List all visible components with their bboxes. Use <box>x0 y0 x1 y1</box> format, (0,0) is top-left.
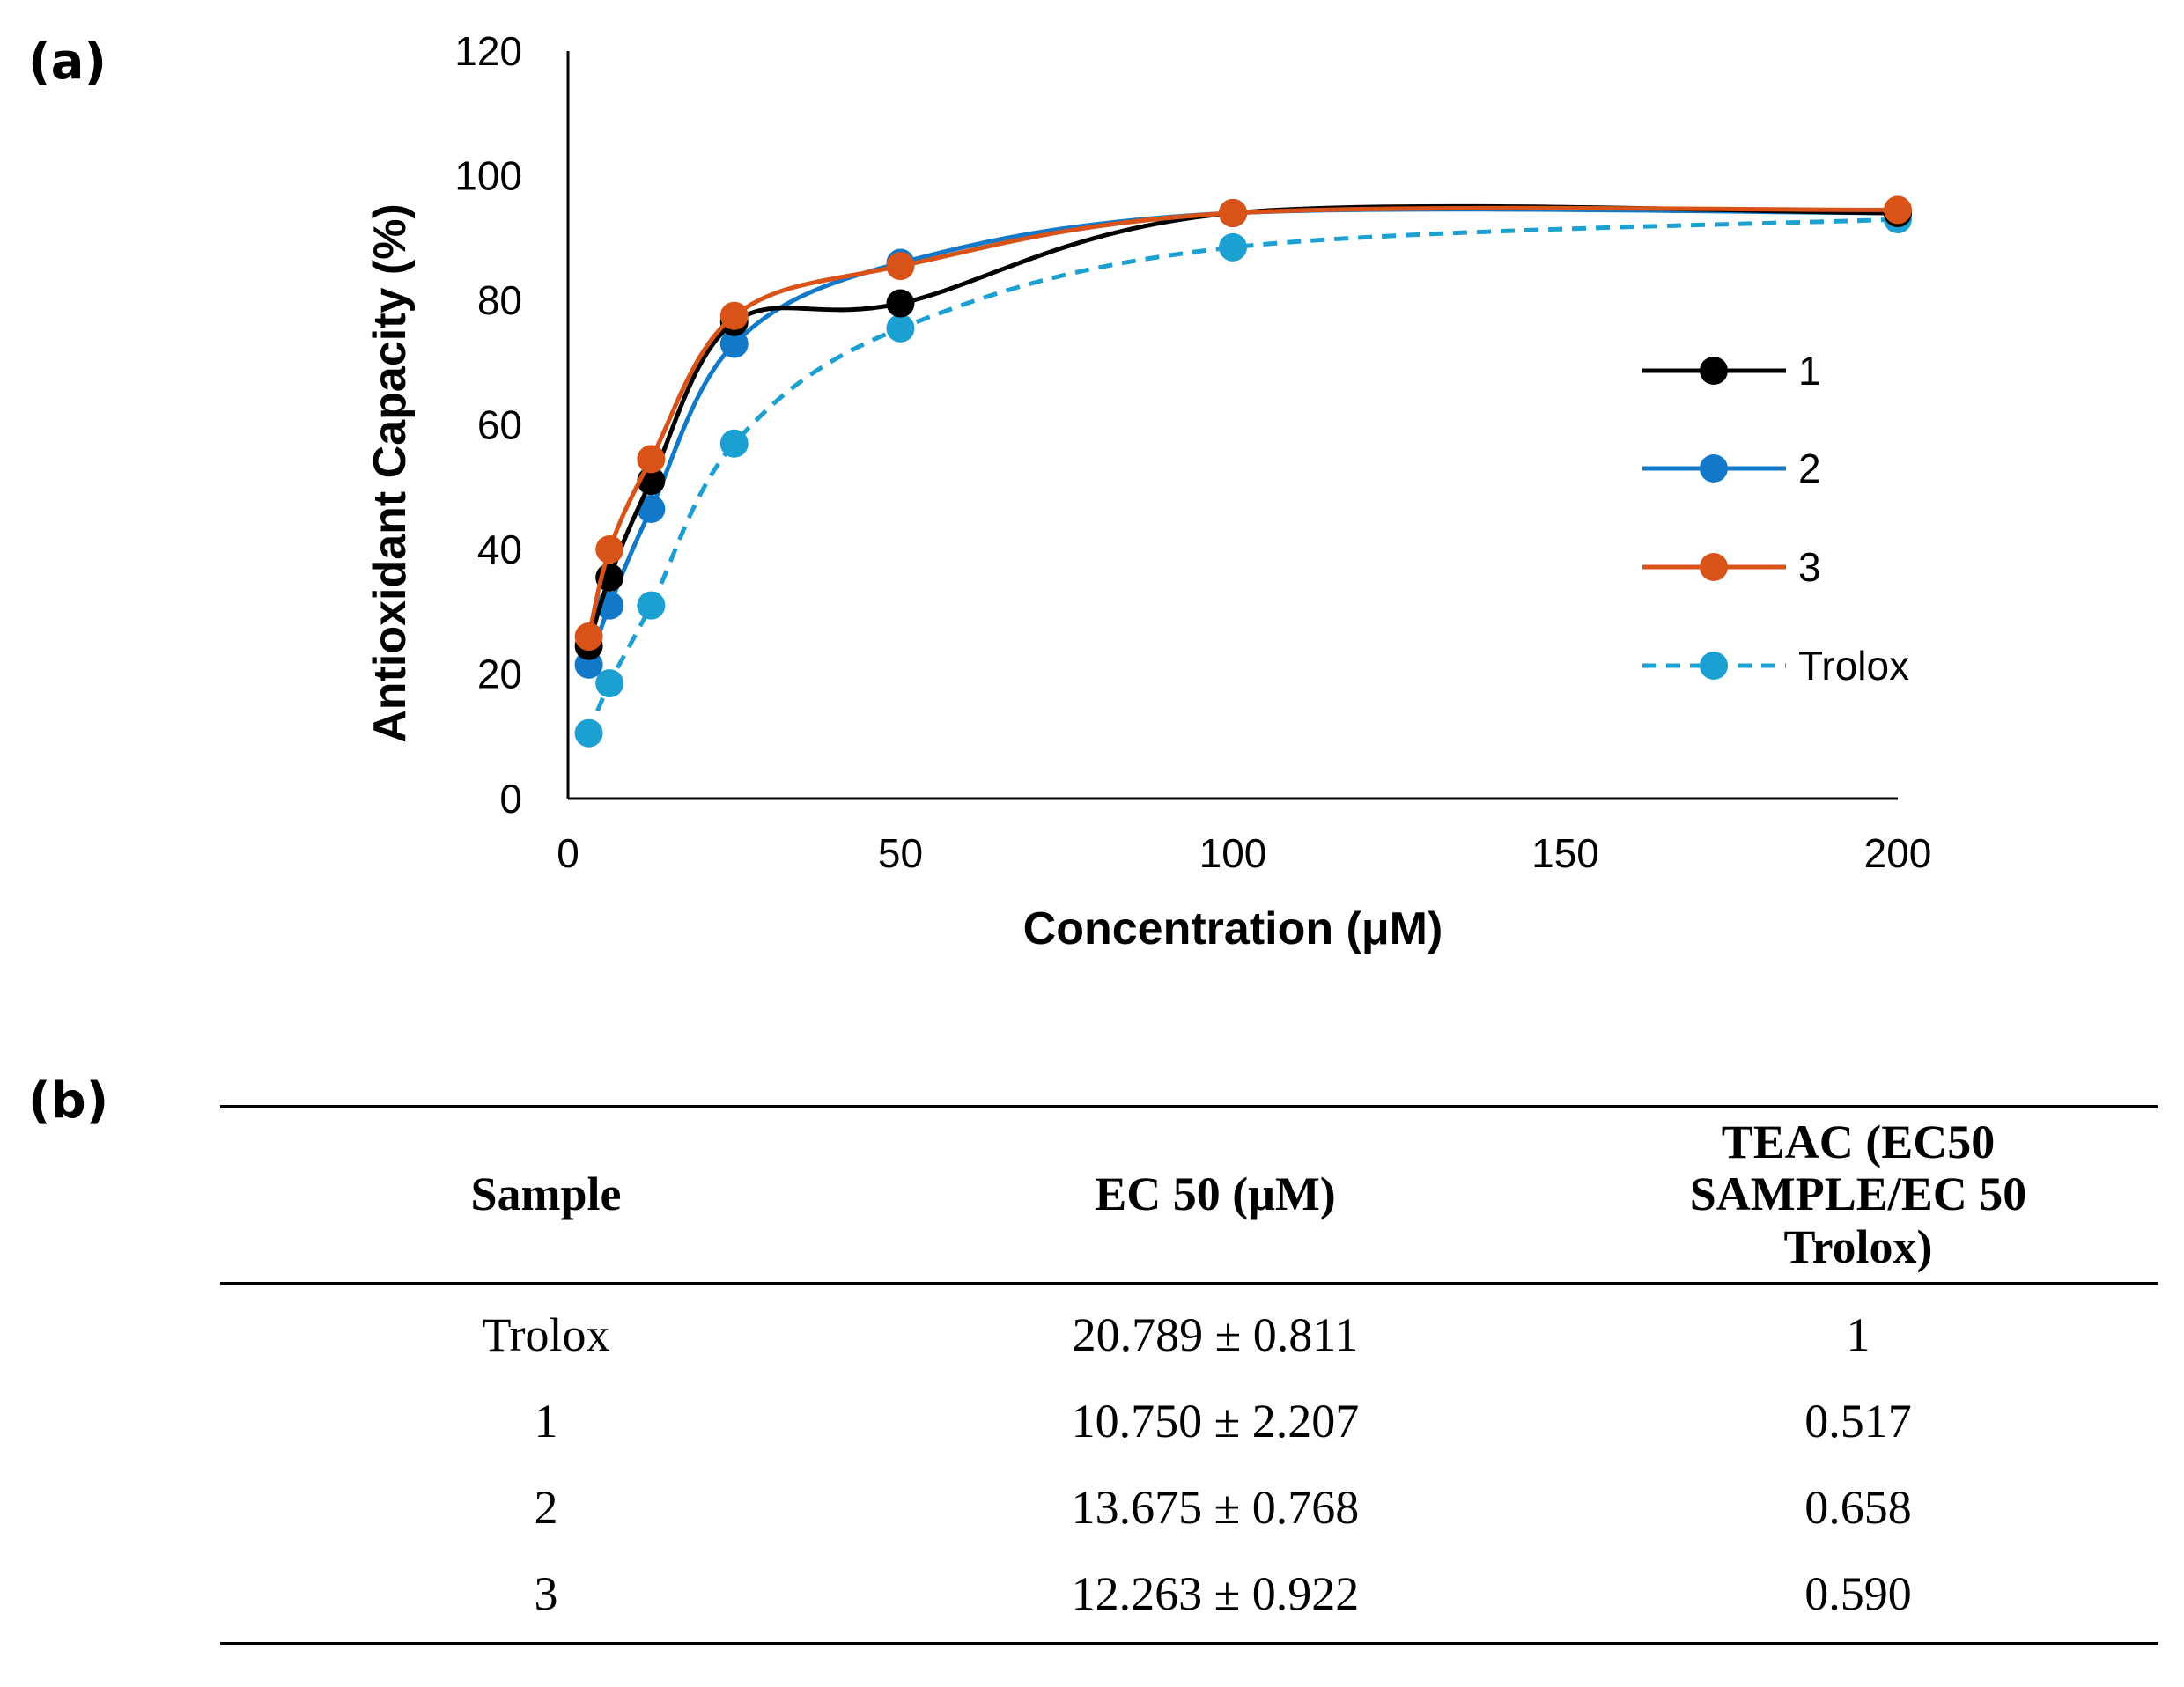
y-tick-label: 80 <box>477 277 522 323</box>
y-tick-label: 100 <box>454 153 522 199</box>
y-axis-title: Antioxidant Capacity (%) <box>365 203 416 743</box>
table-row: 1 10.750 ± 2.207 0.517 <box>220 1378 2158 1464</box>
cell-ec50: 13.675 ± 0.768 <box>1071 1481 1360 1535</box>
series-line <box>587 207 1899 666</box>
series-trolox <box>574 205 1912 748</box>
data-point <box>719 329 749 358</box>
legend-item: 3 <box>1642 544 1821 590</box>
cell-teac: 0.658 <box>1804 1481 1912 1535</box>
ec50-table-wrapper: Sample EC 50 (μM) TEAC (EC50 SAMPLE/EC 5… <box>220 1105 2158 1645</box>
data-point <box>719 301 749 330</box>
legend-marker <box>1700 652 1728 680</box>
series-3 <box>574 195 1912 652</box>
panel-label-b: (b) <box>28 1072 109 1130</box>
legend-item: 2 <box>1642 446 1821 491</box>
x-tick-label: 150 <box>1531 830 1599 876</box>
x-axis-ticks: 0 50 100 150 200 <box>557 830 1931 876</box>
table-row: 2 13.675 ± 0.768 0.658 <box>220 1464 2158 1551</box>
data-point <box>1219 232 1247 262</box>
chart-series <box>574 195 1912 748</box>
panel-label-a: (a) <box>28 33 107 91</box>
cell-teac: 0.517 <box>1804 1395 1912 1448</box>
chart-legend: 1 2 3 Trolox <box>1642 348 1909 689</box>
x-tick-label: 200 <box>1864 830 1932 876</box>
table-row: 3 12.263 ± 0.922 0.590 <box>220 1551 2158 1644</box>
data-point <box>886 313 915 343</box>
cell-sample: Trolox <box>482 1308 610 1362</box>
series-line <box>587 203 1899 647</box>
series-line <box>587 205 1899 637</box>
data-point <box>886 289 915 318</box>
data-point <box>637 495 666 524</box>
table-row: Trolox 20.789 ± 0.811 1 <box>220 1284 2158 1379</box>
cell-sample: 1 <box>534 1395 558 1448</box>
series-1 <box>574 198 1912 660</box>
cell-sample: 3 <box>534 1567 558 1621</box>
data-point <box>886 252 915 281</box>
data-point <box>595 669 624 698</box>
header-teac: TEAC (EC50 SAMPLE/EC 50 Trolox) <box>1689 1116 2027 1273</box>
antioxidant-line-chart: 0 20 40 60 80 100 120 0 50 100 150 200 1 2 3 Trolox C… <box>365 28 1931 954</box>
header-sample: Sample <box>470 1168 622 1221</box>
x-tick-label: 50 <box>878 830 923 876</box>
x-axis-title: Concentration (μM) <box>1023 903 1443 954</box>
data-point <box>637 445 666 474</box>
y-tick-label: 40 <box>477 527 522 572</box>
y-tick-label: 120 <box>454 28 522 74</box>
cell-teac: 0.590 <box>1804 1567 1912 1621</box>
legend-label: 1 <box>1798 348 1821 394</box>
y-tick-label: 0 <box>499 776 522 821</box>
legend-label: 3 <box>1798 544 1821 590</box>
y-tick-label: 60 <box>477 402 522 448</box>
y-tick-label: 20 <box>477 652 522 697</box>
data-point <box>637 591 666 620</box>
legend-marker <box>1700 553 1728 581</box>
legend-label: Trolox <box>1798 643 1909 689</box>
data-point <box>574 718 603 748</box>
legend-marker <box>1700 357 1728 385</box>
cell-teac: 1 <box>1846 1308 1870 1362</box>
y-axis-ticks: 0 20 40 60 80 100 120 <box>454 28 522 821</box>
data-point <box>1884 195 1912 225</box>
cell-ec50: 10.750 ± 2.207 <box>1071 1395 1360 1448</box>
cell-ec50: 12.263 ± 0.922 <box>1071 1567 1360 1621</box>
table-header-row: Sample EC 50 (μM) TEAC (EC50 SAMPLE/EC 5… <box>220 1106 2158 1284</box>
data-point <box>574 622 603 652</box>
data-point <box>1219 198 1247 227</box>
header-ec50: EC 50 (μM) <box>1095 1168 1336 1221</box>
cell-sample: 2 <box>534 1481 558 1535</box>
x-tick-label: 100 <box>1199 830 1267 876</box>
legend-item: Trolox <box>1642 643 1909 689</box>
data-point <box>719 429 749 458</box>
legend-marker <box>1700 454 1728 483</box>
legend-item: 1 <box>1642 348 1821 394</box>
data-point <box>595 535 624 564</box>
cell-ec50: 20.789 ± 0.811 <box>1072 1308 1359 1362</box>
ec50-table: Sample EC 50 (μM) TEAC (EC50 SAMPLE/EC 5… <box>220 1105 2158 1645</box>
series-line <box>587 217 1899 734</box>
legend-label: 2 <box>1798 446 1821 491</box>
series-2 <box>574 198 1912 679</box>
x-tick-label: 0 <box>557 830 579 876</box>
